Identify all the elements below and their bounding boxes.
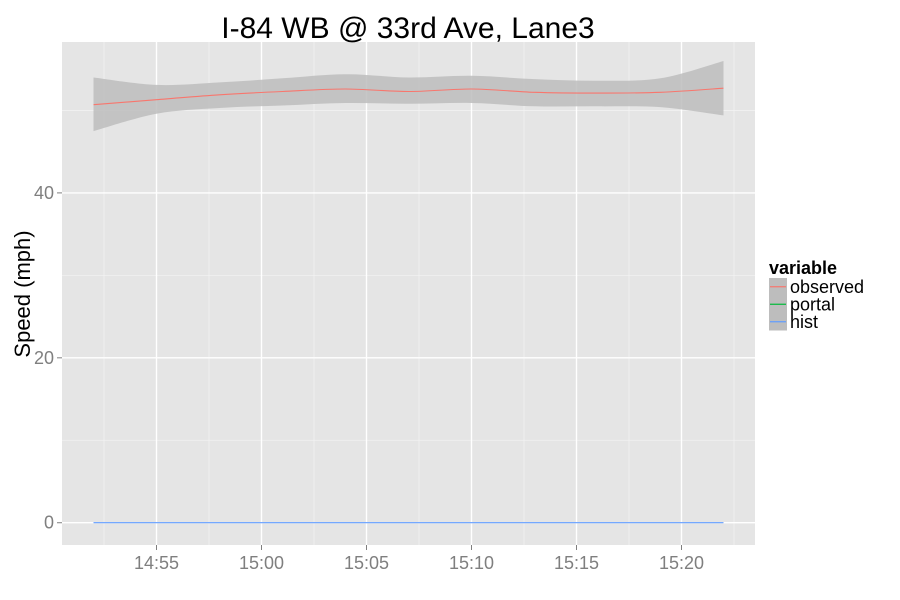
x-axis: 14:55 15:00 15:05 15:10 15:15 15:20 bbox=[134, 545, 704, 573]
y-tick-label: 40 bbox=[34, 183, 54, 203]
legend-label-hist: hist bbox=[790, 312, 818, 332]
plot-panel bbox=[62, 42, 755, 545]
chart-title: I-84 WB @ 33rd Ave, Lane3 bbox=[221, 12, 594, 45]
series-lines bbox=[93, 87, 724, 524]
x-tick-label: 15:00 bbox=[239, 553, 284, 573]
x-tick-label: 15:20 bbox=[659, 553, 704, 573]
y-tick-label: 20 bbox=[34, 348, 54, 368]
legend-title: variable bbox=[769, 258, 837, 278]
legend-item-portal: portal bbox=[769, 295, 835, 315]
y-tick-label: 0 bbox=[44, 513, 54, 533]
x-tick-label: 15:15 bbox=[554, 553, 599, 573]
observed-line bbox=[93, 87, 724, 106]
x-tick-label: 15:10 bbox=[449, 553, 494, 573]
y-axis-title: Speed (mph) bbox=[10, 230, 35, 357]
y-axis: 0 20 40 bbox=[34, 183, 62, 533]
x-tick-label: 15:05 bbox=[344, 553, 389, 573]
legend-item-observed: observed bbox=[769, 277, 864, 297]
legend-label-observed: observed bbox=[790, 277, 864, 297]
legend-label-portal: portal bbox=[790, 295, 835, 315]
confidence-bands bbox=[93, 61, 724, 132]
observed-confidence-band bbox=[93, 61, 724, 132]
legend-item-hist: hist bbox=[769, 312, 818, 332]
x-tick-label: 14:55 bbox=[134, 553, 179, 573]
